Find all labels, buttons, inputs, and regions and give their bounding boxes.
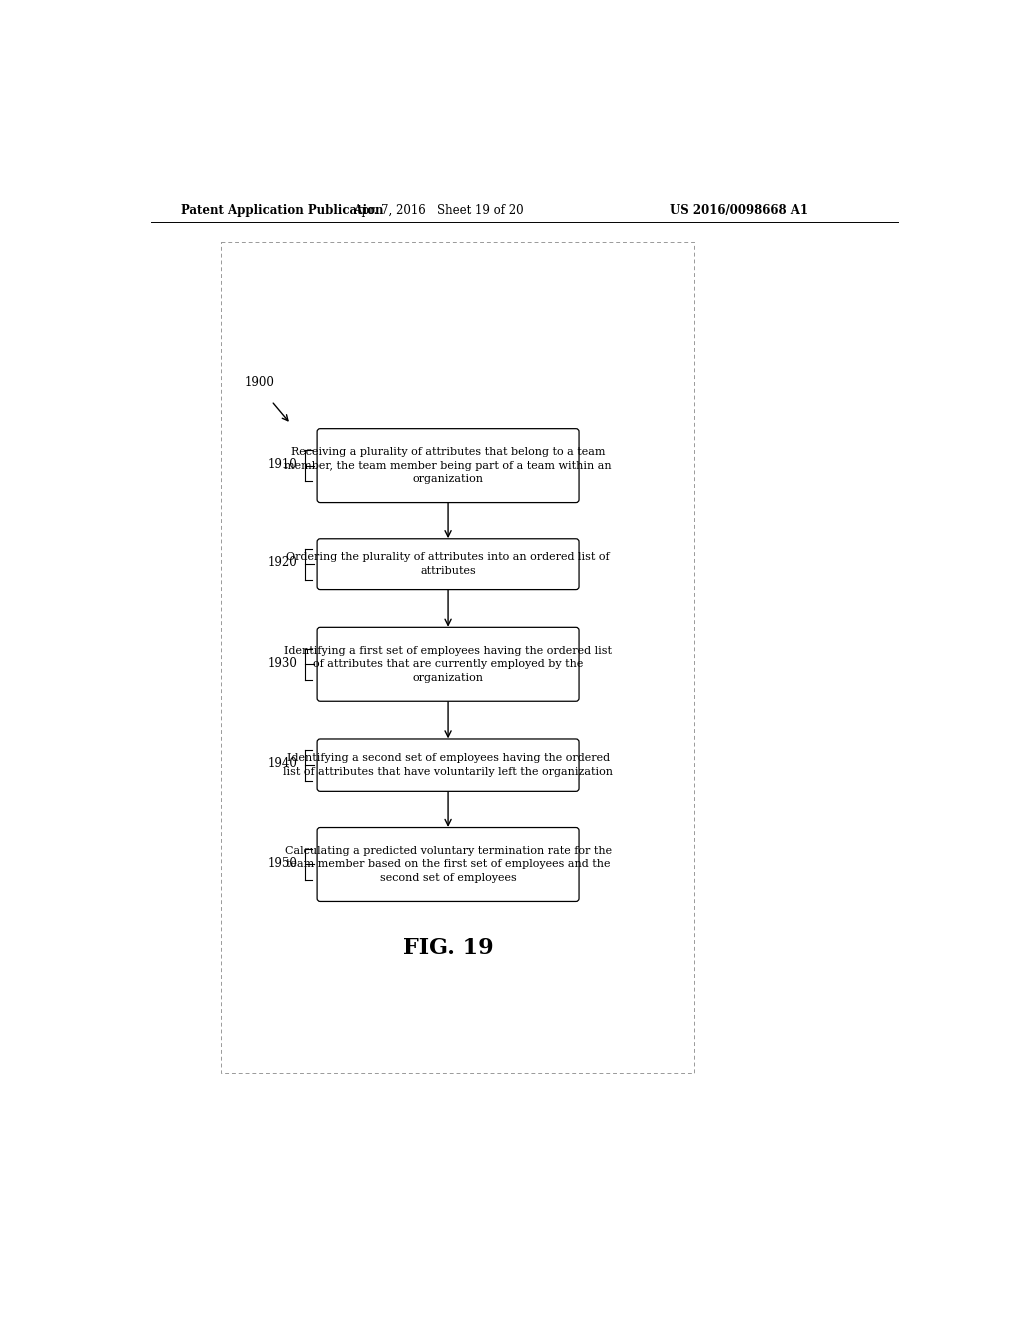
FancyBboxPatch shape	[317, 429, 579, 503]
Text: Calculating a predicted voluntary termination rate for the
team member based on : Calculating a predicted voluntary termin…	[285, 846, 611, 883]
FancyBboxPatch shape	[317, 828, 579, 902]
Text: 1910: 1910	[267, 458, 297, 471]
Text: 1940: 1940	[267, 758, 297, 771]
Text: FIG. 19: FIG. 19	[402, 937, 494, 958]
Text: 1930: 1930	[267, 656, 297, 669]
FancyBboxPatch shape	[317, 739, 579, 792]
Text: 1920: 1920	[267, 557, 297, 569]
Text: Identifying a first set of employees having the ordered list
of attributes that : Identifying a first set of employees hav…	[284, 645, 612, 682]
Text: Identifying a second set of employees having the ordered
list of attributes that: Identifying a second set of employees ha…	[283, 754, 613, 777]
Text: Receiving a plurality of attributes that belong to a team
member, the team membe: Receiving a plurality of attributes that…	[285, 447, 612, 484]
Text: 1900: 1900	[245, 376, 274, 389]
Text: US 2016/0098668 A1: US 2016/0098668 A1	[671, 205, 809, 218]
Text: 1950: 1950	[267, 857, 297, 870]
Text: Patent Application Publication: Patent Application Publication	[180, 205, 383, 218]
FancyBboxPatch shape	[317, 539, 579, 590]
Text: Apr. 7, 2016   Sheet 19 of 20: Apr. 7, 2016 Sheet 19 of 20	[352, 205, 523, 218]
FancyBboxPatch shape	[317, 627, 579, 701]
Text: Ordering the plurality of attributes into an ordered list of
attributes: Ordering the plurality of attributes int…	[287, 552, 610, 576]
